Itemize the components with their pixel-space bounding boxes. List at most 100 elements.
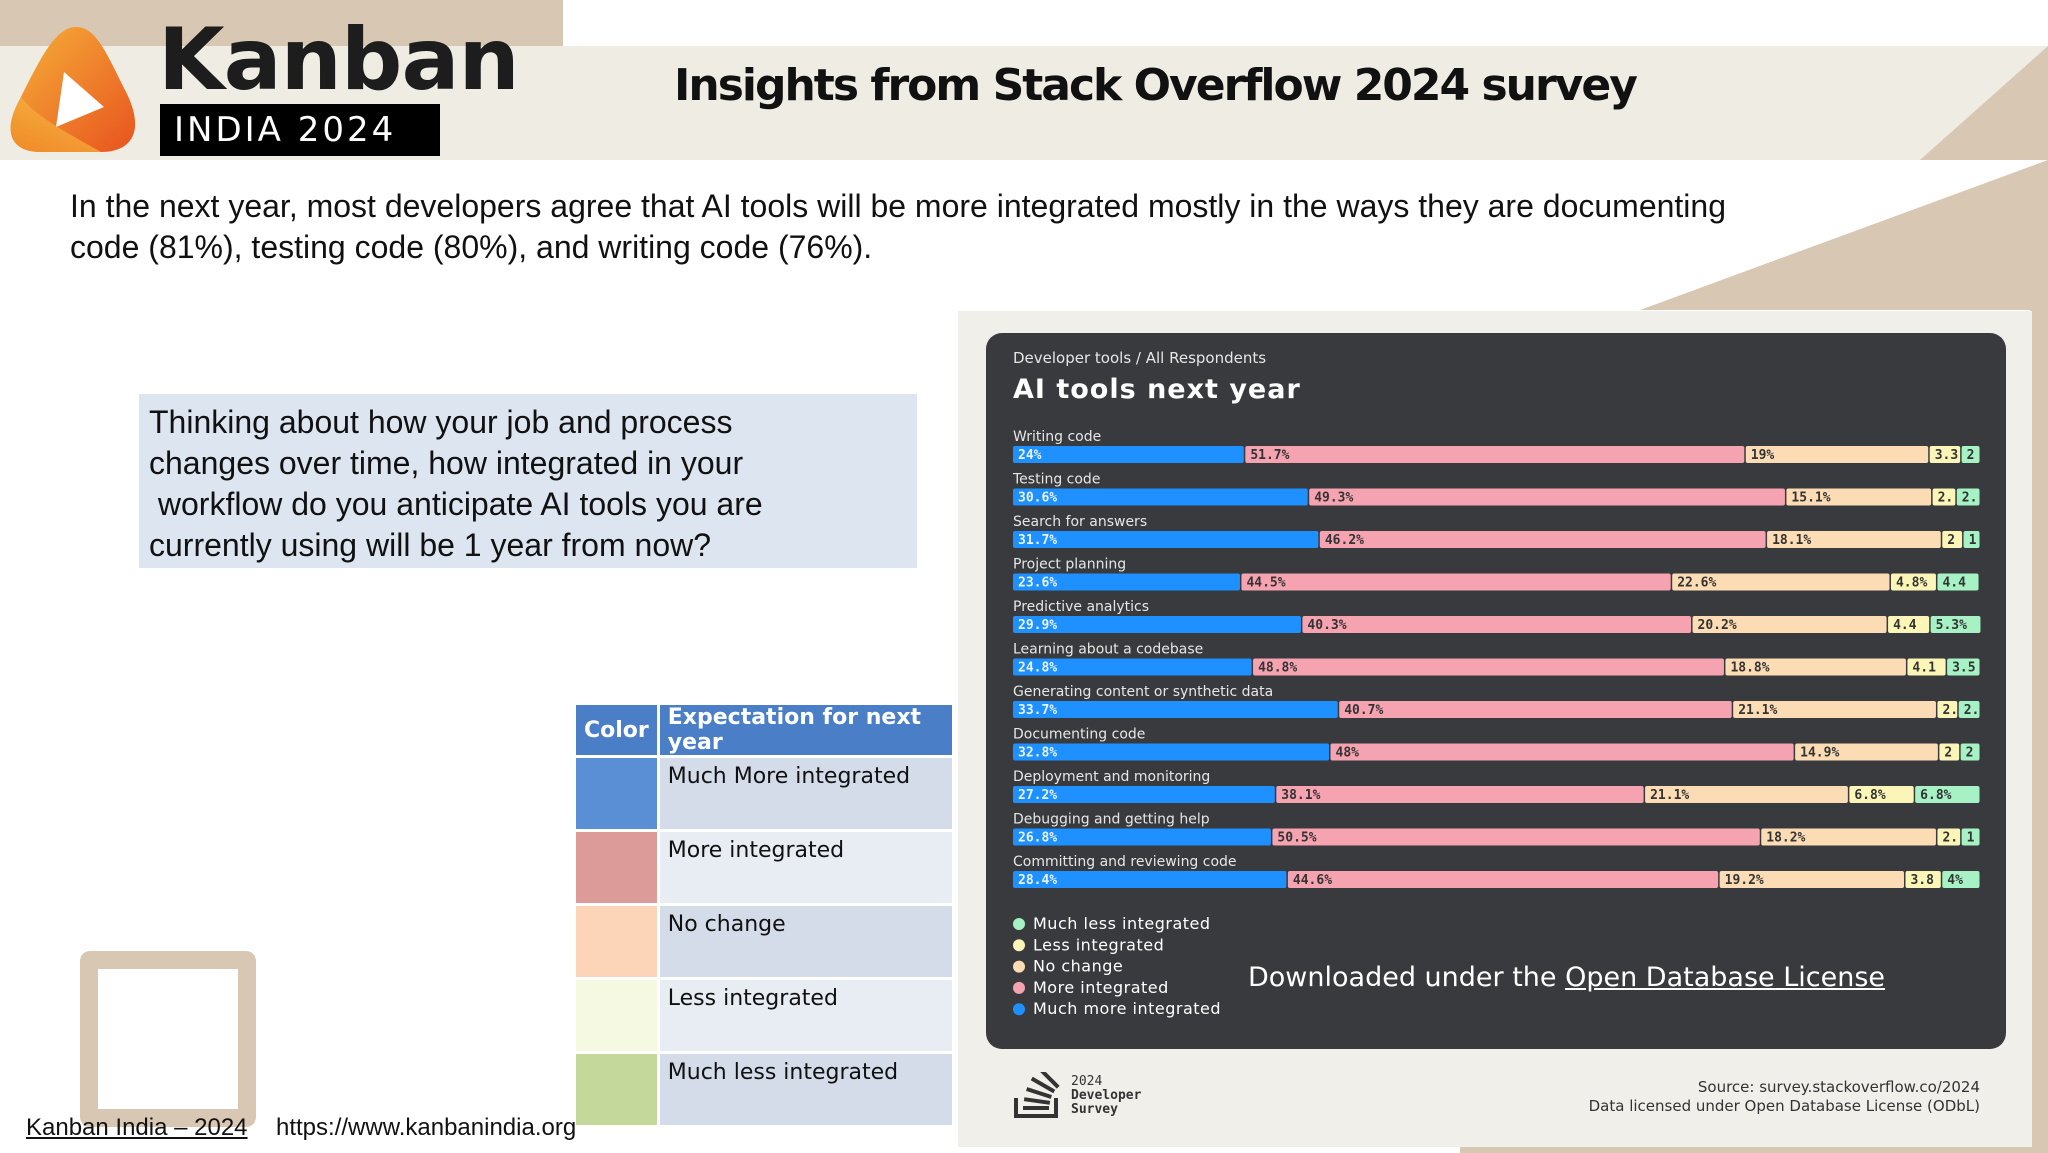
data-label: 46.2% xyxy=(1325,533,1364,548)
category-label: Predictive analytics xyxy=(1013,599,1149,615)
data-label: 21.1% xyxy=(1650,788,1689,803)
legend-dot xyxy=(1013,1003,1025,1016)
legend-table-row: Much More integrated xyxy=(576,758,952,829)
legend-dot xyxy=(1013,939,1025,952)
bar-segment xyxy=(1961,828,1980,846)
bar-segment xyxy=(1013,701,1338,718)
category-label: Documenting code xyxy=(1013,727,1145,743)
legend-color-swatch xyxy=(576,906,657,977)
right-edge-decor xyxy=(2030,300,2048,1153)
data-label: 48% xyxy=(1336,746,1360,761)
data-label: 3.5 xyxy=(1952,661,1975,676)
data-label: 4.4 xyxy=(1893,618,1917,633)
bar-segment xyxy=(1745,446,1929,463)
data-label: 2 xyxy=(1947,533,1955,548)
license-prefix: Downloaded under the xyxy=(1248,962,1566,993)
chart-breadcrumb: Developer tools / All Respondents xyxy=(1013,349,1266,367)
bar-segment xyxy=(1937,701,1958,718)
data-label: 2 xyxy=(1967,448,1975,463)
placeholder-frame xyxy=(80,951,256,1127)
data-label: 2. xyxy=(1962,491,1978,506)
legend-dot xyxy=(1013,918,1025,930)
chart-title: AI tools next year xyxy=(1013,374,1301,405)
source-line-1: Source: survey.stackoverflow.co/2024 xyxy=(1697,1078,1980,1096)
bar-segment xyxy=(1907,658,1946,676)
bar-segment xyxy=(1942,871,1980,888)
bar-segment xyxy=(1272,828,1760,846)
legend-table: Color Expectation for next year Much Mor… xyxy=(573,702,955,1128)
data-label: 1 xyxy=(1969,533,1977,548)
legend-color-swatch xyxy=(576,1054,657,1125)
data-label: 29.9% xyxy=(1018,618,1057,633)
bar-segment xyxy=(1330,743,1794,761)
data-label: 1 xyxy=(1967,831,1975,846)
bar-segment xyxy=(1960,743,1980,761)
license-link[interactable]: Open Database License xyxy=(1565,962,1885,993)
legend-label: More integrated xyxy=(659,832,952,903)
category-label: Testing code xyxy=(1012,472,1100,488)
bar-segment xyxy=(1890,573,1936,591)
category-label: Search for answers xyxy=(1013,514,1147,530)
data-label: 3.3 xyxy=(1935,448,1958,463)
survey-logo-developer: Developer xyxy=(1071,1088,1142,1103)
data-label: 30.6% xyxy=(1018,491,1057,506)
bar-segment xyxy=(1733,701,1936,718)
legend-table-row: More integrated xyxy=(576,832,952,903)
source-text: Source: survey.stackoverflow.co/2024 Dat… xyxy=(1500,1078,1980,1116)
intro-line-2: code (81%), testing code (80%), and writ… xyxy=(70,229,873,265)
legend-header-color: Color xyxy=(576,705,657,755)
data-label: 50.5% xyxy=(1277,831,1316,846)
bar-segment xyxy=(1013,786,1275,803)
bar-segment xyxy=(1013,446,1244,463)
legend-dot xyxy=(1013,981,1025,994)
category-label: Debugging and getting help xyxy=(1013,812,1210,828)
data-label: 49.3% xyxy=(1314,491,1353,506)
bar-segment xyxy=(1645,786,1848,803)
bar-segment xyxy=(1241,573,1671,591)
bar-segment xyxy=(1947,658,1980,676)
data-label: 18.2% xyxy=(1766,831,1805,846)
data-label: 44.6% xyxy=(1293,873,1332,888)
bar-segment xyxy=(1672,573,1890,591)
footer-link[interactable]: Kanban India – 2024 xyxy=(26,1114,248,1141)
legend-entry: More integrated xyxy=(1033,978,1169,997)
data-label: 27.2% xyxy=(1018,788,1057,803)
data-label: 18.1% xyxy=(1772,533,1811,548)
data-label: 2. xyxy=(1942,831,1958,846)
data-label: 24% xyxy=(1018,448,1042,463)
bar-segment xyxy=(1795,743,1938,761)
category-label: Generating content or synthetic data xyxy=(1013,684,1273,700)
data-label: 40.7% xyxy=(1344,703,1383,718)
legend-entry: Much more integrated xyxy=(1033,999,1221,1018)
survey-logo-survey: Survey xyxy=(1071,1102,1118,1117)
bar-segment xyxy=(1692,616,1887,633)
source-line-2: Data licensed under Open Database Licens… xyxy=(1588,1097,1980,1115)
legend-color-swatch xyxy=(576,758,657,829)
bar-segment xyxy=(1963,531,1980,548)
bar-segment xyxy=(1013,616,1301,633)
bar-segment xyxy=(1013,658,1252,676)
data-label: 26.8% xyxy=(1018,831,1057,846)
data-label: 4.1 xyxy=(1912,661,1936,676)
data-label: 2. xyxy=(1964,703,1980,718)
data-label: 2. xyxy=(1942,703,1958,718)
data-label: 22.6% xyxy=(1677,576,1716,591)
data-label: 19.2% xyxy=(1725,873,1764,888)
bar-segment xyxy=(1309,488,1785,506)
data-label: 19% xyxy=(1751,448,1775,463)
survey-logo-year: 2024 xyxy=(1071,1074,1103,1089)
bar-segment xyxy=(1253,658,1724,676)
legend-dot xyxy=(1013,960,1025,973)
data-label: 21.1% xyxy=(1738,703,1777,718)
question-line-3: workflow do you anticipate AI tools you … xyxy=(149,486,763,522)
bar-segment xyxy=(1937,573,1979,591)
legend-color-swatch xyxy=(576,980,657,1051)
intro-line-1: In the next year, most developers agree … xyxy=(70,188,1726,224)
bar-segment xyxy=(1956,488,1980,506)
legend-entry: Much less integrated xyxy=(1033,914,1211,933)
question-line-2: changes over time, how integrated in you… xyxy=(149,445,744,481)
data-label: 40.3% xyxy=(1307,618,1346,633)
data-label: 4.8% xyxy=(1896,576,1927,591)
legend-header-expectation: Expectation for next year xyxy=(659,705,952,755)
